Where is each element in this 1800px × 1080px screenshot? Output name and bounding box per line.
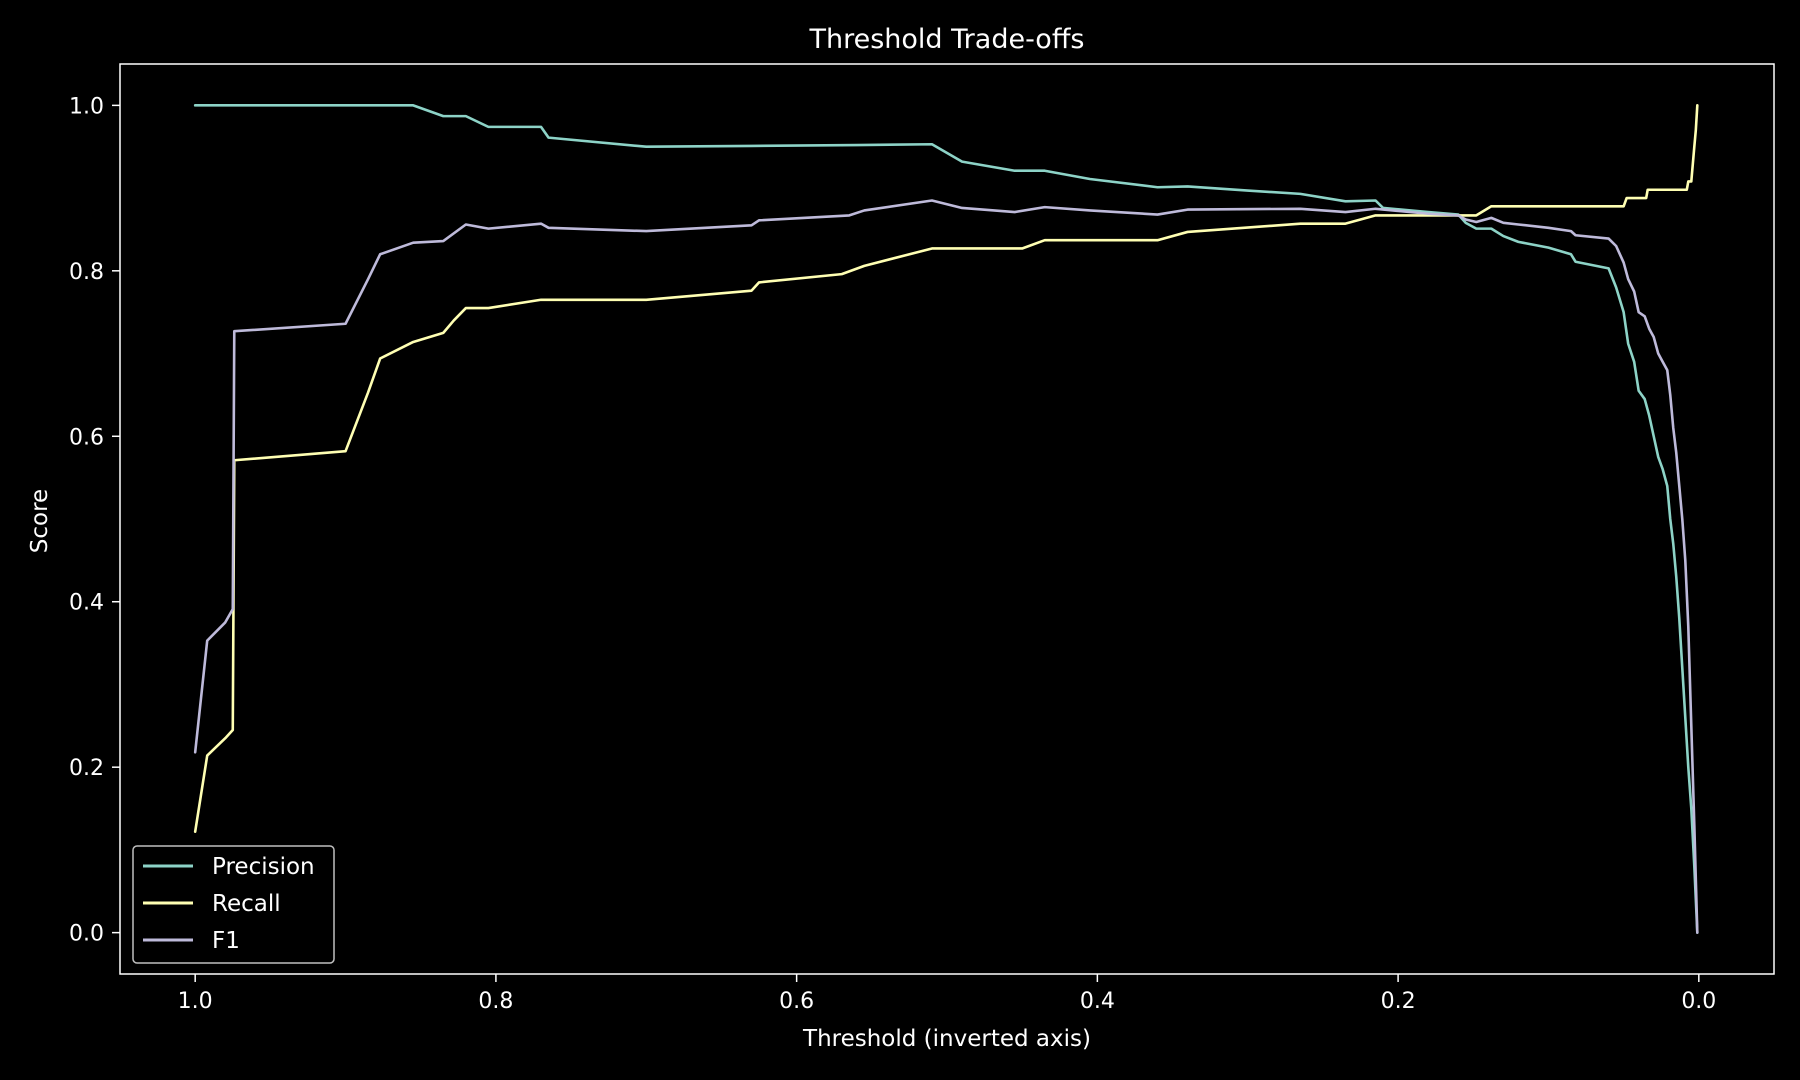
- x-axis-label: Threshold (inverted axis): [802, 1026, 1091, 1052]
- legend-label-f1: F1: [212, 928, 240, 954]
- legend: Precision Recall F1: [132, 845, 335, 964]
- plot-frame: [119, 63, 1775, 975]
- series-group: [193, 104, 1699, 934]
- series-line-precision: [193, 104, 1699, 934]
- chart-title: Threshold Trade-offs: [809, 24, 1085, 55]
- x-tick-label: 1.0: [178, 989, 213, 1014]
- x-tick-label: 0.4: [1080, 989, 1115, 1014]
- y-tick-label: 0.8: [69, 260, 104, 285]
- legend-label-recall: Recall: [212, 891, 281, 917]
- x-tick-label: 0.8: [478, 989, 513, 1014]
- y-tick-label: 0.4: [69, 591, 104, 616]
- y-tick-label: 0.2: [69, 756, 104, 781]
- y-tick-label: 1.0: [69, 94, 104, 119]
- y-axis-ticks: 0.0 0.2 0.4 0.6 0.8 1.0: [69, 94, 120, 947]
- series-line-recall: [193, 104, 1699, 834]
- legend-label-precision: Precision: [212, 854, 315, 880]
- x-tick-label: 0.2: [1381, 989, 1416, 1014]
- x-axis-ticks: 1.0 0.8 0.6 0.4 0.2 0.0: [178, 974, 1716, 1014]
- y-tick-label: 0.6: [69, 425, 104, 450]
- x-tick-label: 0.6: [779, 989, 814, 1014]
- y-axis-label: Score: [27, 489, 53, 553]
- x-tick-label: 0.0: [1681, 989, 1716, 1014]
- series-line-f1: [193, 199, 1699, 934]
- legend-box: [132, 845, 335, 964]
- y-tick-label: 0.0: [69, 922, 104, 947]
